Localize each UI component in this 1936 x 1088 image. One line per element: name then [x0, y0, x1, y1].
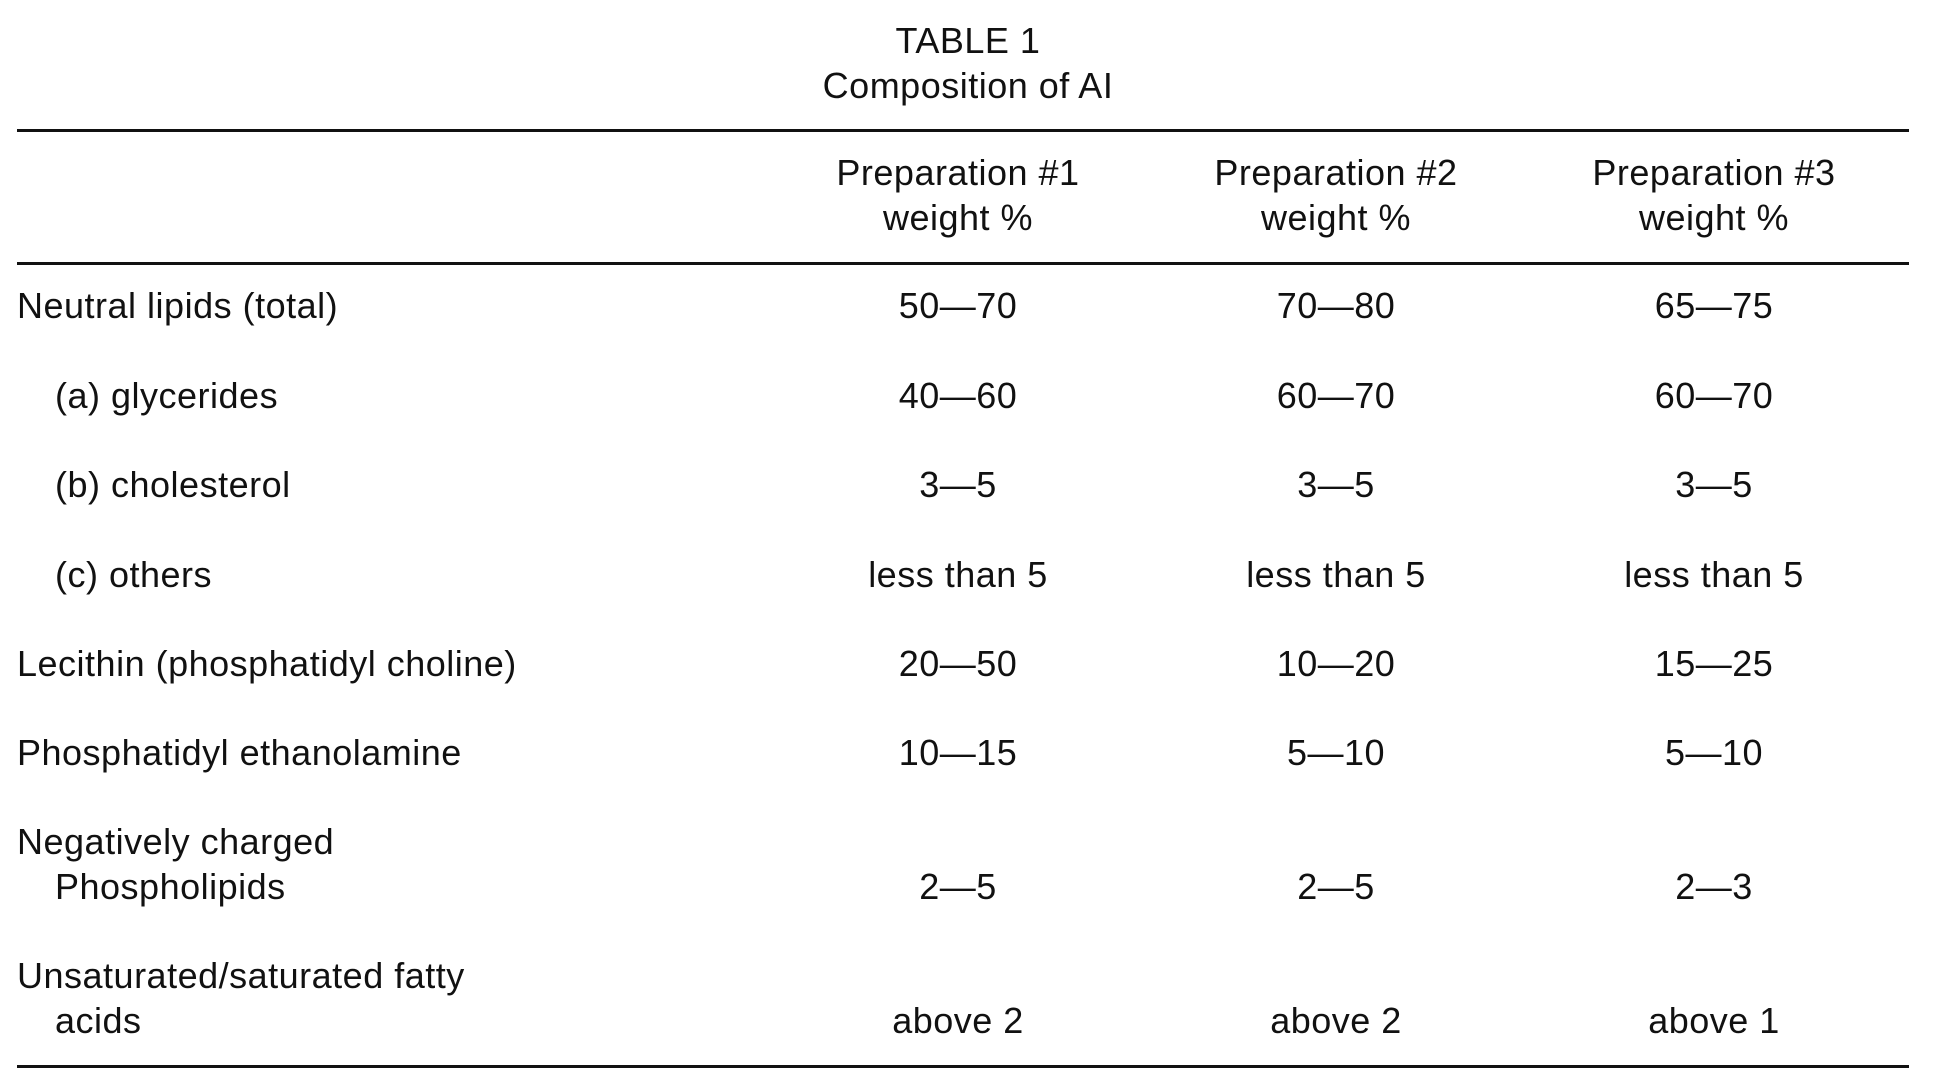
table-cell: 70—80	[1146, 283, 1526, 328]
table-cell: 2—5	[1146, 864, 1526, 909]
table-cell: 10—15	[768, 730, 1148, 775]
column-header-name: Preparation #1	[768, 150, 1148, 195]
table-cell: 5—10	[1146, 730, 1526, 775]
table-cell: less than 5	[1146, 552, 1526, 597]
row-label-line: Negatively charged	[17, 821, 334, 862]
table-cell: above 1	[1524, 998, 1904, 1043]
row-label-others: (c) others	[55, 552, 212, 597]
row-label-unsaturated-saturated-fatty-acids: Unsaturated/saturated fatty acids	[17, 953, 465, 1043]
table-cell: 2—5	[768, 864, 1148, 909]
row-label-cholesterol: (b) cholesterol	[55, 462, 291, 507]
table-cell: above 2	[768, 998, 1148, 1043]
row-label-glycerides: (a) glycerides	[55, 373, 278, 418]
column-header-preparation-2: Preparation #2 weight %	[1146, 150, 1526, 240]
table-cell: 20—50	[768, 641, 1148, 686]
row-label-neutral-lipids: Neutral lipids (total)	[17, 283, 338, 328]
table-cell: 50—70	[768, 283, 1148, 328]
row-label-continuation: acids	[17, 998, 465, 1043]
table-cell: less than 5	[1524, 552, 1904, 597]
column-header-name: Preparation #3	[1524, 150, 1904, 195]
header-rule	[17, 262, 1909, 265]
column-header-unit: weight %	[1524, 195, 1904, 240]
table-cell: 3—5	[1524, 462, 1904, 507]
table-cell: less than 5	[768, 552, 1148, 597]
column-header-preparation-3: Preparation #3 weight %	[1524, 150, 1904, 240]
table-cell: 65—75	[1524, 283, 1904, 328]
row-label-lecithin: Lecithin (phosphatidyl choline)	[17, 641, 517, 686]
bottom-rule	[17, 1065, 1909, 1068]
row-label-line: Unsaturated/saturated fatty	[17, 955, 465, 996]
row-label-phosphatidyl-ethanolamine: Phosphatidyl ethanolamine	[17, 730, 462, 775]
row-label-continuation: Phospholipids	[17, 864, 334, 909]
table-cell: 2—3	[1524, 864, 1904, 909]
table-cell: 10—20	[1146, 641, 1526, 686]
column-header-preparation-1: Preparation #1 weight %	[768, 150, 1148, 240]
row-label-negatively-charged-phospholipids: Negatively charged Phospholipids	[17, 819, 334, 909]
table-cell: 60—70	[1524, 373, 1904, 418]
table-cell: 3—5	[1146, 462, 1526, 507]
table-cell: 5—10	[1524, 730, 1904, 775]
table-cell: above 2	[1146, 998, 1526, 1043]
table-cell: 40—60	[768, 373, 1148, 418]
table-cell: 3—5	[768, 462, 1148, 507]
column-header-name: Preparation #2	[1146, 150, 1526, 195]
column-header-unit: weight %	[768, 195, 1148, 240]
table-label: TABLE 1	[0, 18, 1936, 63]
table-cell: 60—70	[1146, 373, 1526, 418]
table-caption: TABLE 1 Composition of AI	[0, 18, 1936, 108]
table-title: Composition of AI	[0, 63, 1936, 108]
table-cell: 15—25	[1524, 641, 1904, 686]
top-rule	[17, 129, 1909, 132]
column-header-unit: weight %	[1146, 195, 1526, 240]
